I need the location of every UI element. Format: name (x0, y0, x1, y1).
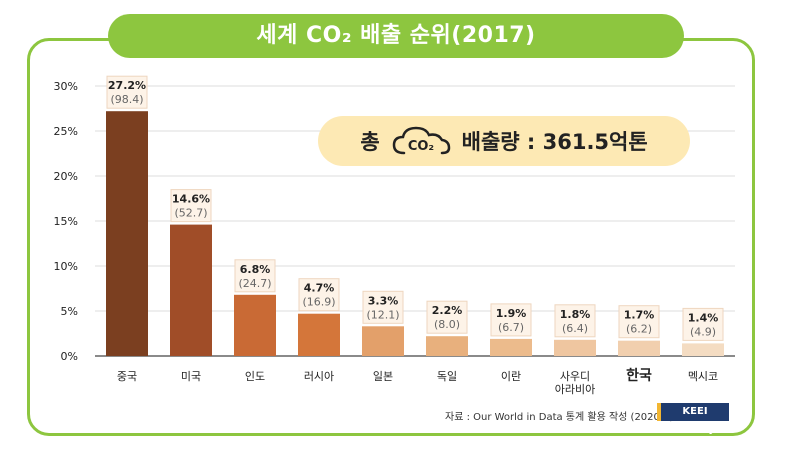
x-tick-label: 이란 (501, 370, 521, 383)
bar (554, 339, 596, 356)
y-tick-label: 0% (61, 350, 78, 363)
data-label-box (362, 290, 404, 324)
bar (426, 336, 468, 356)
data-label-percent: 2.2% (432, 304, 463, 317)
data-label-amount: (12.1) (366, 308, 399, 321)
x-tick-label: 독일 (437, 369, 457, 383)
data-label-amount: (6.4) (562, 322, 588, 335)
bar (490, 338, 532, 356)
data-label-box (426, 300, 468, 334)
y-tick-label: 5% (61, 305, 78, 318)
data-label-percent: 1.8% (560, 308, 591, 321)
bar (362, 326, 404, 356)
data-label-amount: (8.0) (434, 318, 460, 331)
x-tick-label: 한국 (626, 368, 652, 384)
y-tick-label: 25% (54, 125, 78, 138)
x-tick-label: 중국 (117, 370, 137, 383)
co2-icon-label: CO₂ (407, 139, 433, 154)
x-tick-label: 러시아 (304, 370, 334, 383)
source-note: 자료 : Our World in Data 통계 활용 작성 (2020.4) (445, 412, 674, 423)
chart-title: 세계 CO₂ 배출 순위(2017) (108, 14, 684, 58)
data-label-percent: 1.7% (624, 309, 655, 322)
x-tick-label: 일본 (373, 369, 393, 383)
data-label-percent: 3.3% (368, 294, 399, 307)
x-tick-label: 인도 (245, 370, 265, 383)
x-tick-label: 미국 (181, 370, 201, 383)
data-label-amount: (4.9) (690, 325, 716, 338)
total-emissions-box: 총 CO₂ 배출량 : 361.5억톤 (318, 116, 690, 166)
x-tick-label: 사우디 아라비아 (555, 370, 595, 396)
bar (618, 340, 660, 356)
data-label-percent: 1.9% (496, 307, 527, 320)
data-label-amount: (6.7) (498, 321, 524, 334)
bar (234, 294, 276, 356)
data-label-box (490, 303, 532, 337)
x-tick-label: 멕시코 (688, 370, 718, 383)
bar (682, 343, 724, 356)
data-label-box (298, 278, 340, 312)
data-label-percent: 27.2% (108, 79, 146, 92)
data-label-box (234, 259, 276, 293)
y-tick-label: 15% (54, 215, 78, 228)
data-label-percent: 6.8% (240, 263, 271, 276)
data-label-amount: (24.7) (238, 277, 271, 290)
bar (170, 224, 212, 356)
data-label-percent: 1.4% (688, 311, 719, 324)
data-label-percent: 14.6% (172, 193, 210, 206)
keei-library-logo: KEEI Library (657, 403, 729, 435)
cloud-icon: CO₂ (392, 126, 450, 155)
y-tick-label: 20% (54, 170, 78, 183)
data-label-amount: (98.4) (110, 93, 143, 106)
data-label-amount: (6.2) (626, 323, 652, 336)
data-label-box (170, 189, 212, 223)
data-label-box (106, 75, 148, 109)
data-label-percent: 4.7% (304, 282, 335, 295)
bar (298, 313, 340, 356)
data-label-amount: (52.7) (174, 207, 207, 220)
data-label-box (618, 305, 660, 339)
data-label-box (682, 307, 724, 341)
y-tick-label: 10% (54, 260, 78, 273)
total-amount: 배출량 : 361.5억톤 (461, 130, 648, 154)
total-prefix: 총 (360, 130, 380, 154)
data-label-box (554, 304, 596, 338)
bar (106, 111, 148, 356)
data-label-amount: (16.9) (302, 296, 335, 309)
y-tick-label: 30% (54, 80, 78, 93)
